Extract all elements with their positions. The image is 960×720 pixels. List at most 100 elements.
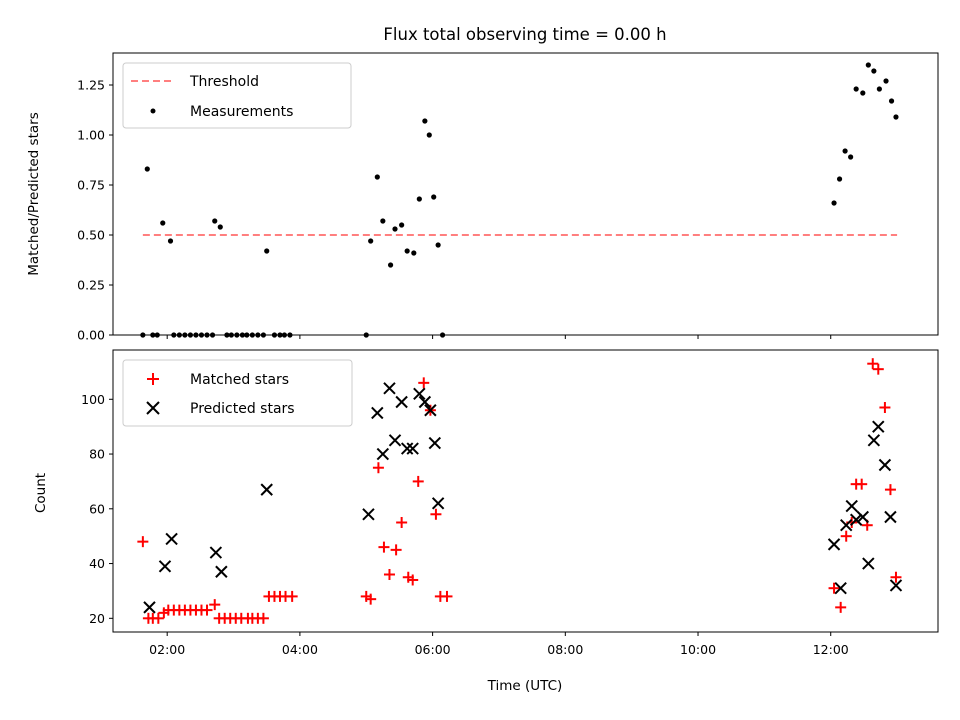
legend-predicted-label: Predicted stars (190, 401, 295, 417)
predicted-star-point (840, 519, 853, 532)
measurement-point (167, 238, 174, 244)
predicted-star-point (395, 395, 408, 409)
measurement-point (399, 222, 405, 228)
measurement-point (426, 132, 432, 138)
y-tick-label: 60 (89, 501, 105, 516)
bottom-y-axis-label: Count (33, 473, 49, 513)
predicted-star-point (428, 436, 442, 450)
predicted-star-point (418, 395, 432, 409)
y-tick-label: 1.00 (77, 128, 105, 143)
x-tick-label: 04:00 (282, 642, 318, 657)
measurement-point (404, 248, 410, 254)
predicted-star-point (878, 458, 892, 472)
y-tick-label: 1.25 (77, 78, 105, 93)
predicted-star-point (413, 387, 426, 401)
measurement-point (888, 98, 895, 104)
matched-star-point (890, 571, 902, 583)
top-legend-box (122, 62, 352, 129)
predicted-star-point (371, 406, 384, 420)
matched-star-point (856, 478, 868, 490)
top-y-ticks: 0.00 0.25 0.50 0.75 1.00 1.25 (77, 78, 113, 343)
measurement-point (422, 118, 428, 124)
x-tick-label: 10:00 (680, 642, 716, 657)
y-tick-label: 40 (89, 556, 105, 571)
predicted-star-point (383, 382, 396, 395)
matched-star-point (418, 377, 430, 389)
legend-matched-label: Matched stars (190, 372, 289, 388)
measurement-point (380, 218, 386, 224)
measurement-point (860, 90, 866, 96)
figure-title: Flux total observing time = 0.00 h (383, 25, 666, 44)
predicted-star-point (849, 513, 863, 526)
matched-star-point (407, 574, 419, 586)
matched-star-point (867, 358, 879, 370)
y-tick-label: 0.75 (77, 178, 105, 193)
matched-star-point (209, 599, 221, 611)
measurement-point (392, 226, 398, 232)
matched-star-point (286, 590, 298, 602)
predicted-star-point (406, 442, 419, 455)
predicted-star-point (388, 434, 402, 447)
measurement-point (160, 220, 166, 226)
predicted-star-point (260, 483, 273, 496)
predicted-star-point (165, 532, 178, 546)
y-tick-label: 0.00 (77, 328, 105, 343)
matched-star-point (884, 484, 896, 496)
measurement-point (368, 238, 374, 244)
matched-star-point (383, 569, 395, 581)
matched-star-point (152, 612, 164, 624)
measurement-point (387, 262, 394, 268)
measurement-point (374, 174, 380, 180)
predicted-star-point (856, 510, 870, 524)
bottom-legend: Matched stars Predicted stars (122, 359, 353, 427)
measurement-point (883, 78, 889, 84)
measurement-point (848, 154, 854, 160)
legend-measurements-swatch (150, 108, 156, 114)
legend-matched-swatch (147, 373, 159, 385)
y-tick-label: 80 (89, 447, 105, 462)
x-tick-label: 02:00 (149, 642, 185, 657)
bottom-panel: 20 40 60 80 100 02:00 04:00 06:00 08:00 10:00 12:… (33, 349, 939, 694)
predicted-star-point (143, 601, 156, 614)
matched-star-point (872, 363, 884, 375)
y-tick-label: 100 (81, 392, 105, 407)
predicted-star-point (872, 420, 885, 433)
matched-star-point (828, 582, 840, 594)
matched-star-point (137, 536, 149, 548)
top-y-axis-label: Matched/Predicted stars (26, 112, 42, 275)
predicted-star-point (362, 508, 375, 521)
predicted-star-point (431, 497, 445, 510)
measurement-point (431, 194, 437, 200)
measurement-point (876, 86, 882, 92)
matched-star-point (365, 593, 377, 605)
predicted-star-point (158, 560, 172, 573)
measurement-point (842, 148, 848, 154)
measurement-point (831, 200, 837, 206)
measurement-point (416, 196, 422, 202)
x-axis-label: Time (UTC) (487, 678, 563, 694)
predicted-star-point (862, 557, 875, 570)
measurement-point (865, 62, 871, 68)
legend-threshold-label: Threshold (189, 74, 259, 90)
bottom-legend-box (122, 359, 353, 427)
legend-predicted-swatch (146, 401, 160, 415)
matched-star-point (396, 516, 408, 528)
predicted-star-point (845, 499, 858, 513)
predicted-star-point (827, 538, 841, 551)
bottom-x-ticks: 02:00 04:00 06:00 08:00 10:00 12:00 (149, 632, 849, 657)
matched-star-point (430, 508, 442, 520)
measurement-point (871, 68, 877, 74)
matched-star-point (879, 401, 891, 413)
measurement-point (836, 176, 843, 182)
measurement-point (144, 166, 150, 172)
predicted-star-point (884, 510, 897, 524)
top-marks (140, 62, 899, 338)
measurement-point (893, 114, 899, 120)
matched-star-point (835, 601, 847, 613)
measurement-point (411, 250, 417, 256)
matched-star-point (390, 544, 402, 556)
matched-star-point (201, 604, 213, 616)
top-legend: Threshold Measurements (122, 62, 352, 129)
measurement-point (217, 224, 223, 230)
